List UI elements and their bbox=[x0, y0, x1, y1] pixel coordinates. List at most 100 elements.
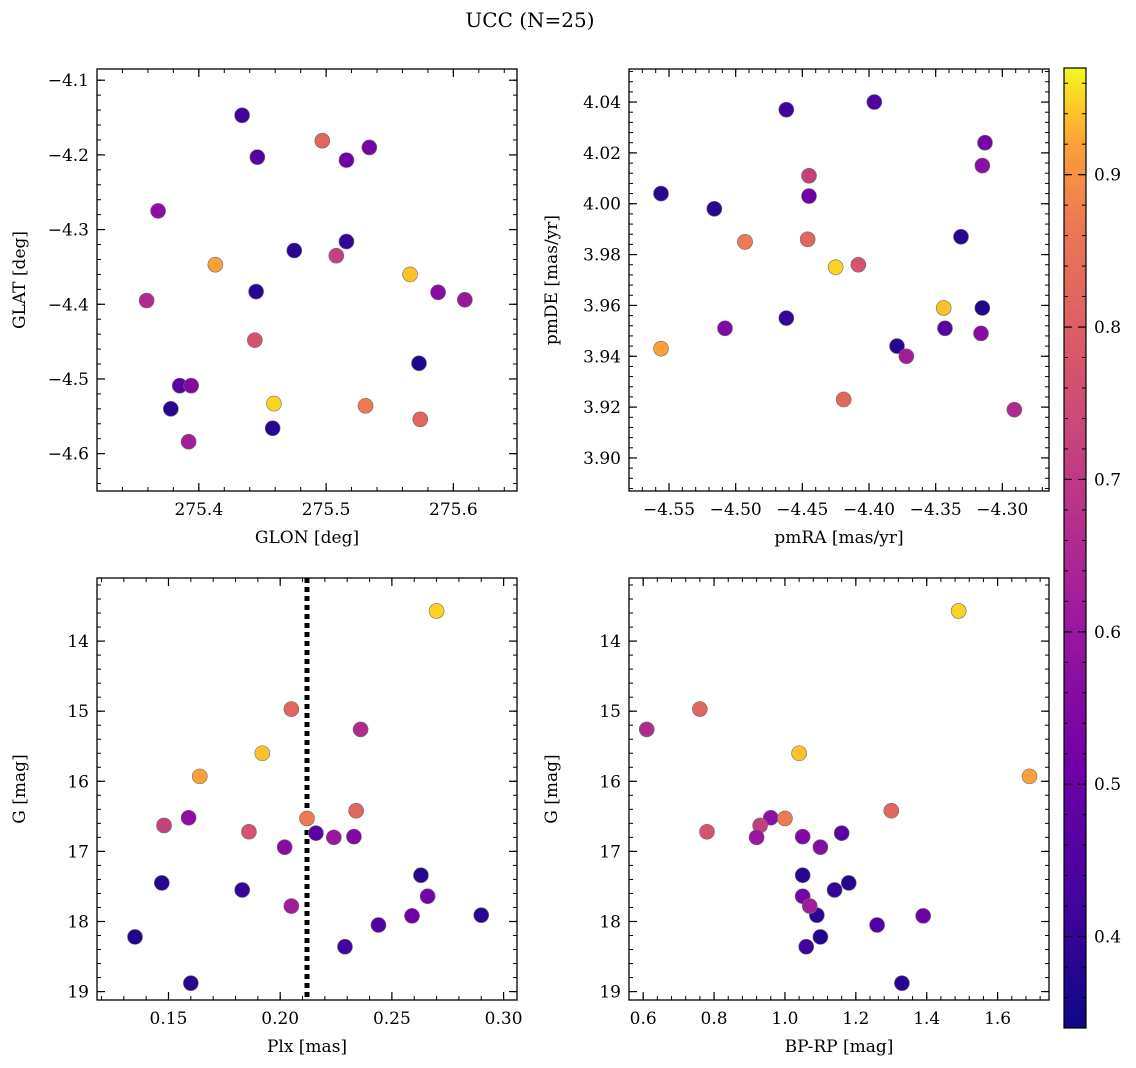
y-tick-label: 17 bbox=[599, 842, 621, 862]
panels-layer: 275.4 275.5 275.6 −4.1 −4.2 −4.3 −4.4 −4.5 −4.6 G… bbox=[10, 68, 1050, 1057]
scatter-point bbox=[180, 809, 197, 826]
scatter-point bbox=[898, 348, 915, 365]
scatter-point bbox=[249, 149, 266, 165]
scatter-point bbox=[183, 975, 199, 991]
x-tick-label: 275.6 bbox=[429, 500, 478, 520]
scatter-point bbox=[266, 395, 282, 412]
x-tick-label: 275.4 bbox=[174, 500, 223, 520]
scatter-point bbox=[370, 917, 387, 933]
x-axis-label: Plx [mas] bbox=[267, 1037, 347, 1057]
colorbar-tick-label: 0.4 bbox=[1094, 928, 1121, 948]
colorbar-tick-label: 0.7 bbox=[1094, 470, 1121, 490]
scatter-point bbox=[794, 828, 811, 845]
scatter-points bbox=[127, 603, 490, 991]
y-tick-label: 14 bbox=[599, 632, 621, 652]
x-tick-label: 1.4 bbox=[913, 1009, 940, 1029]
x-tick-label: 0.8 bbox=[701, 1009, 728, 1029]
scatter-point bbox=[812, 839, 829, 855]
y-tick-label: 16 bbox=[599, 772, 621, 792]
scatter-point bbox=[778, 310, 795, 326]
colorbar-tick-label: 0.8 bbox=[1094, 318, 1121, 338]
scatter-point bbox=[326, 829, 342, 846]
y-axis-label: GLAT [deg] bbox=[10, 231, 30, 329]
scatter-point bbox=[163, 401, 179, 417]
scatter-point bbox=[248, 283, 264, 300]
scatter-point bbox=[974, 157, 991, 174]
y-tick-label: −4.1 bbox=[48, 71, 89, 91]
x-axis-label: BP-RP [mag] bbox=[785, 1037, 894, 1057]
scatter-point bbox=[812, 929, 829, 945]
scatter-point bbox=[283, 898, 300, 914]
y-tick-label: 15 bbox=[67, 702, 89, 722]
scatter-point bbox=[254, 745, 271, 762]
x-tick-label: −4.55 bbox=[643, 500, 695, 520]
x-tick-label: 0.15 bbox=[150, 1009, 188, 1029]
colorbar-tick-label: 0.6 bbox=[1094, 623, 1121, 643]
scatter-point bbox=[840, 875, 857, 891]
y-tick-label: 17 bbox=[67, 842, 89, 862]
y-tick-label: −4.2 bbox=[48, 146, 89, 166]
colorbar: 0.4 0.5 0.6 0.7 0.8 0.9 bbox=[1063, 67, 1121, 1029]
scatter-point bbox=[328, 247, 345, 264]
scatter-point bbox=[457, 291, 473, 308]
scatter-point bbox=[127, 929, 143, 945]
scatter-point bbox=[794, 867, 811, 884]
scatter-point bbox=[850, 256, 867, 273]
scatter-point bbox=[950, 603, 967, 619]
scatter-point bbox=[283, 701, 300, 717]
scatter-point bbox=[276, 839, 293, 855]
y-tick-label: 15 bbox=[599, 702, 621, 722]
scatter-point bbox=[835, 391, 852, 408]
scatter-point bbox=[247, 332, 263, 348]
scatter-point bbox=[411, 355, 427, 372]
scatter-point bbox=[264, 420, 281, 437]
scatter-point bbox=[706, 201, 723, 217]
scatter-point bbox=[180, 433, 197, 450]
x-tick-label: −4.40 bbox=[843, 500, 895, 520]
x-tick-label: 1.6 bbox=[984, 1009, 1011, 1029]
x-tick-label: −4.35 bbox=[910, 500, 962, 520]
x-tick-label: 0.20 bbox=[261, 1009, 299, 1029]
scatter-point bbox=[653, 185, 669, 202]
y-axis-label: pmDE [mas/yr] bbox=[542, 215, 562, 345]
axes-frame bbox=[628, 68, 1050, 492]
scatter-point bbox=[308, 825, 324, 841]
x-axis-label: pmRA [mas/yr] bbox=[774, 528, 903, 548]
axes-frame bbox=[96, 68, 518, 492]
scatter-point bbox=[869, 917, 885, 933]
y-tick-label: −4.3 bbox=[48, 221, 89, 241]
scatter-point bbox=[894, 975, 910, 991]
x-tick-label: 1.2 bbox=[842, 1009, 869, 1029]
scatter-point bbox=[402, 266, 418, 283]
scatter-point bbox=[638, 721, 655, 738]
scatter-point bbox=[413, 867, 429, 884]
scatter-points bbox=[138, 107, 473, 450]
scatter-point bbox=[337, 938, 353, 955]
scatter-point bbox=[974, 300, 991, 316]
panel-plx-g: 0.15 0.20 0.25 0.30 14 15 16 17 18 19 Plx [mas] G [… bbox=[10, 577, 523, 1057]
y-tick-label: 3.96 bbox=[583, 296, 621, 316]
panel-glon-glat: 275.4 275.5 275.6 −4.1 −4.2 −4.3 −4.4 −4.5 −4.6 G… bbox=[10, 68, 518, 548]
scatter-point bbox=[778, 101, 795, 118]
scatter-point bbox=[404, 908, 420, 924]
x-tick-label: 1.0 bbox=[771, 1009, 798, 1029]
scatter-point bbox=[915, 908, 931, 924]
figure-title: UCC (N=25) bbox=[465, 8, 594, 32]
scatter-point bbox=[428, 603, 445, 619]
scatter-point bbox=[866, 94, 883, 110]
scatter-point bbox=[153, 875, 170, 891]
y-tick-label: −4.4 bbox=[48, 295, 89, 315]
scatter-point bbox=[748, 829, 765, 846]
scatter-point bbox=[801, 898, 818, 914]
panel-pmra-pmde: −4.55 −4.50 −4.45 −4.40 −4.35 −4.30 3.90 3.92 3.… bbox=[542, 68, 1050, 548]
scatter-point bbox=[156, 817, 172, 834]
scatter-point bbox=[419, 888, 436, 905]
scatter-point bbox=[299, 810, 315, 827]
y-tick-label: 18 bbox=[67, 912, 89, 932]
y-tick-label: 18 bbox=[599, 912, 621, 932]
scatter-point bbox=[352, 721, 369, 738]
scatter-points bbox=[638, 603, 1038, 991]
panel-bprp-g: 0.6 0.8 1.0 1.2 1.4 1.6 14 15 16 17 18 19 BP-RP [mag… bbox=[542, 577, 1050, 1057]
y-tick-label: −4.5 bbox=[48, 370, 89, 390]
